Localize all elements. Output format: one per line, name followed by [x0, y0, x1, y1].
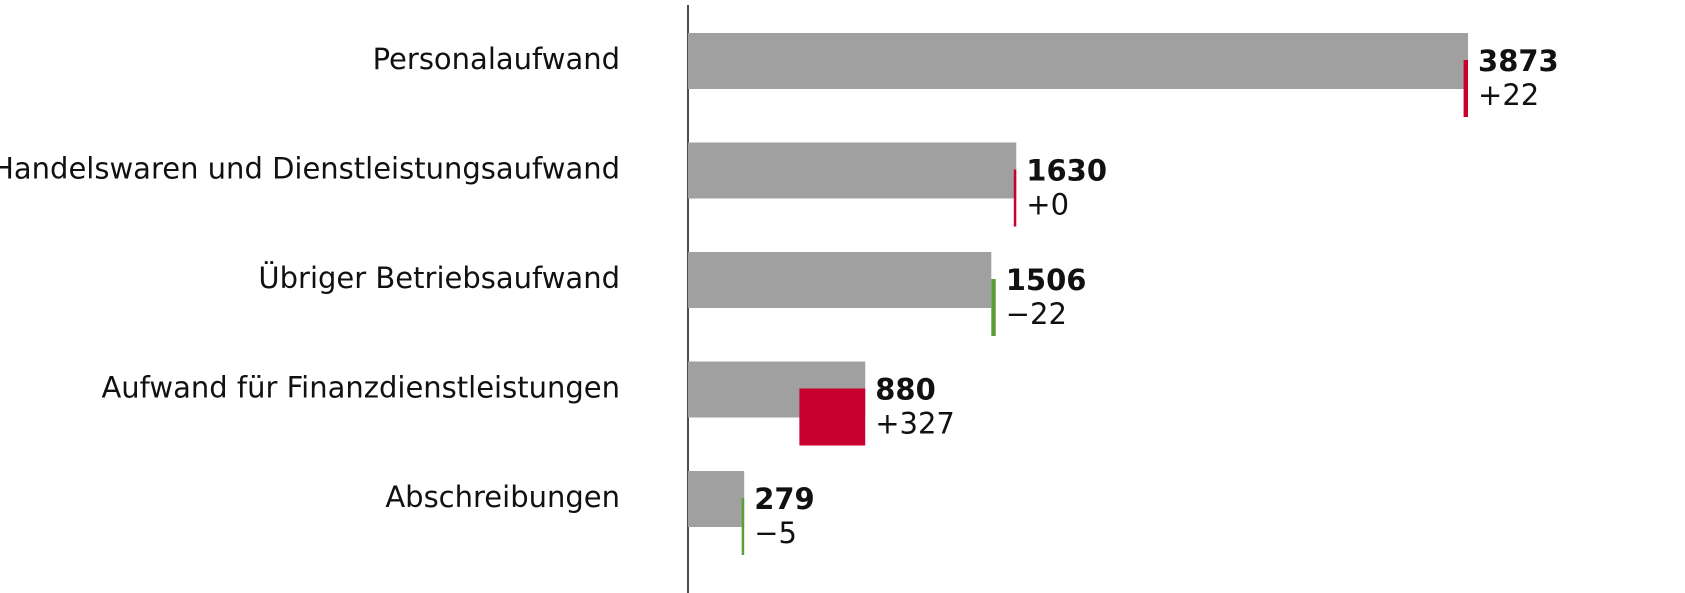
value-label: 3873 [1478, 44, 1559, 78]
change-label: −22 [1006, 297, 1067, 331]
change-bar [1013, 169, 1017, 227]
value-label: 1630 [1026, 154, 1107, 188]
bar [688, 33, 1469, 89]
change-bar [1463, 60, 1469, 117]
category-label: Übriger Betriebsaufwand [258, 261, 620, 295]
change-label: +0 [1026, 188, 1069, 222]
change-label: +22 [1478, 78, 1539, 112]
category-label: Abschreibungen [385, 480, 620, 514]
change-label: +327 [875, 407, 955, 441]
value-label: 279 [754, 482, 815, 516]
category-label: Handelswaren und Dienstleistungsaufwand [0, 152, 620, 186]
change-bar [991, 279, 996, 336]
category-label: Personalaufwand [373, 42, 620, 76]
value-label: 1506 [1006, 263, 1087, 297]
category-label: Aufwand für Finanzdienstleistungen [101, 371, 620, 405]
change-bar [799, 388, 866, 446]
bar [688, 471, 745, 527]
change-bar [741, 498, 745, 555]
bar [688, 142, 1017, 199]
value-label: 880 [875, 373, 936, 407]
bar [688, 252, 992, 308]
change-label: −5 [754, 516, 797, 550]
